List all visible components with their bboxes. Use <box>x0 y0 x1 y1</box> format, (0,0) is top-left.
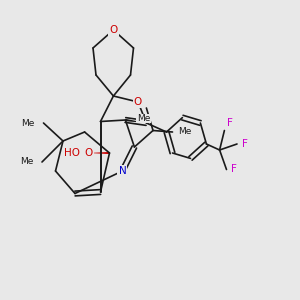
Polygon shape <box>88 152 110 154</box>
Polygon shape <box>125 119 146 123</box>
Text: F: F <box>242 139 248 149</box>
Text: Me: Me <box>178 128 192 136</box>
Text: F: F <box>231 164 237 175</box>
Text: O: O <box>134 97 142 107</box>
Text: O: O <box>109 25 118 35</box>
Text: Me: Me <box>137 114 150 123</box>
Text: F: F <box>227 118 233 128</box>
Text: HO: HO <box>64 148 80 158</box>
Text: Me: Me <box>20 158 33 166</box>
Text: Me: Me <box>21 118 34 127</box>
Text: N: N <box>118 166 126 176</box>
Text: O: O <box>84 148 93 158</box>
